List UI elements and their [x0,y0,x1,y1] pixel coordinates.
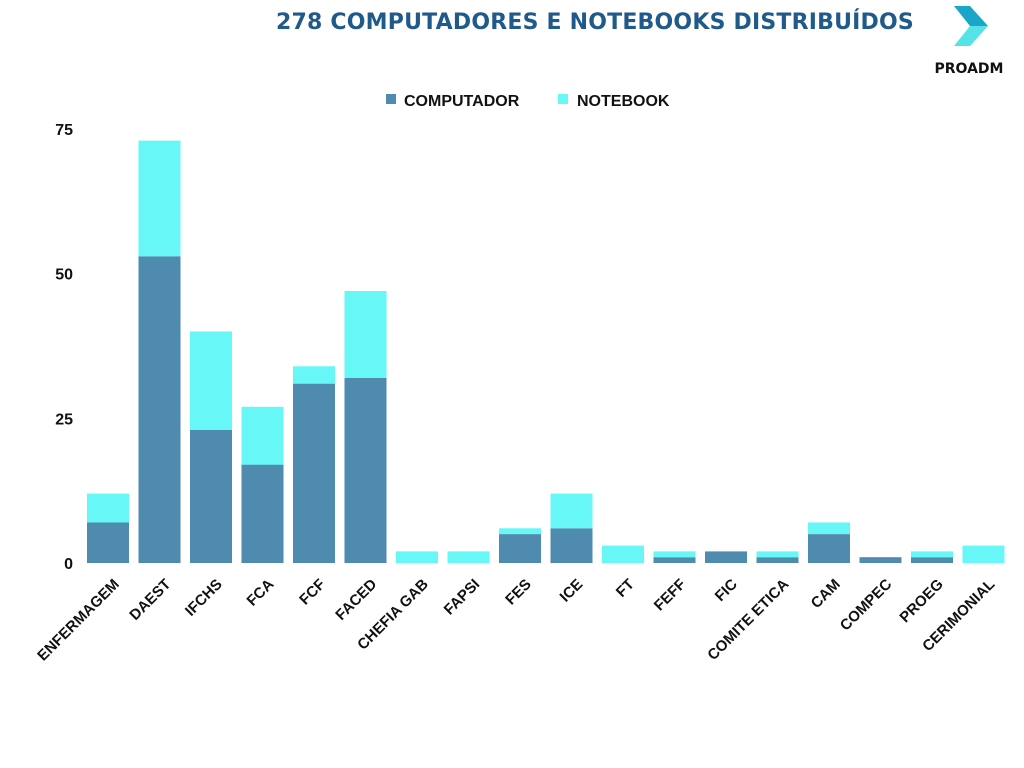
bar-notebook-ice [550,493,593,529]
x-tick-label: FIC [712,576,741,605]
bar-notebook-fes [499,528,541,535]
bar-notebook-enfermagem [87,493,129,523]
bar-notebook-cerimonial [962,545,1005,563]
legend-swatch-notebook [558,94,568,104]
bars [87,140,1005,563]
bar-computador-ifchs [190,429,232,563]
x-tick-label: FT [613,576,638,601]
x-tick-label: COMPEC [837,576,896,635]
y-tick-label: 0 [64,556,73,573]
x-tick-label: ENFERMAGEM [34,576,123,665]
bar-notebook-fapsi [447,551,490,563]
x-tick-label: FAPSI [441,576,484,619]
proadm-logo-icon [954,6,988,46]
bar-notebook-proeg [911,551,953,558]
bar-notebook-daest [138,140,181,257]
x-tick-label: FES [502,576,535,609]
legend-label-computador: COMPUTADOR [404,93,520,110]
logo-light-shape [954,26,988,46]
y-tick-label: 75 [55,122,73,139]
legend-swatch-computador [386,94,396,104]
bar-notebook-ifchs [190,331,232,430]
y-axis: 0 25 50 75 [55,122,73,573]
x-tick-label: FCA [244,576,278,610]
chart-legend: COMPUTADOR NOTEBOOK [386,93,670,110]
logo-text: PROADM [934,61,1004,77]
bar-notebook-chefia-gab [396,551,438,563]
bar-notebook-fca [241,406,284,465]
bar-computador-fcf [293,383,335,563]
x-tick-label: IFCHS [182,576,226,620]
logo-dark-shape [954,6,988,26]
bar-computador-fes [499,534,541,563]
bar-computador-cam [808,534,850,563]
bar-computador-compec [859,557,902,563]
bar-notebook-comite-etica [756,551,799,558]
x-tick-label: FCF [296,576,329,609]
x-tick-label: ICE [557,576,587,606]
bar-notebook-ft [602,545,644,563]
bar-notebook-feff [653,551,696,558]
bar-computador-proeg [911,557,953,563]
bar-computador-enfermagem [87,522,129,563]
bar-notebook-faced [344,291,387,378]
bar-computador-ice [550,528,593,563]
x-tick-label: FACED [332,576,380,624]
x-tick-label: FEFF [651,576,690,615]
bar-computador-comite-etica [756,557,799,563]
chart-title: 278 COMPUTADORES E NOTEBOOKS DISTRIBUÍDO… [276,10,914,35]
x-tick-label: CAM [808,576,844,612]
bar-notebook-fcf [293,366,335,384]
bar-notebook-cam [808,522,850,535]
x-tick-label: PROEG [896,576,946,626]
y-tick-label: 50 [55,267,73,284]
x-tick-label: DAEST [126,576,174,624]
bar-computador-feff [653,557,696,563]
bar-computador-faced [344,377,387,563]
bar-computador-daest [138,256,181,563]
bar-computador-fca [241,464,284,563]
legend-label-notebook: NOTEBOOK [577,93,670,110]
y-tick-label: 25 [55,411,73,428]
bar-computador-fic [705,551,747,563]
